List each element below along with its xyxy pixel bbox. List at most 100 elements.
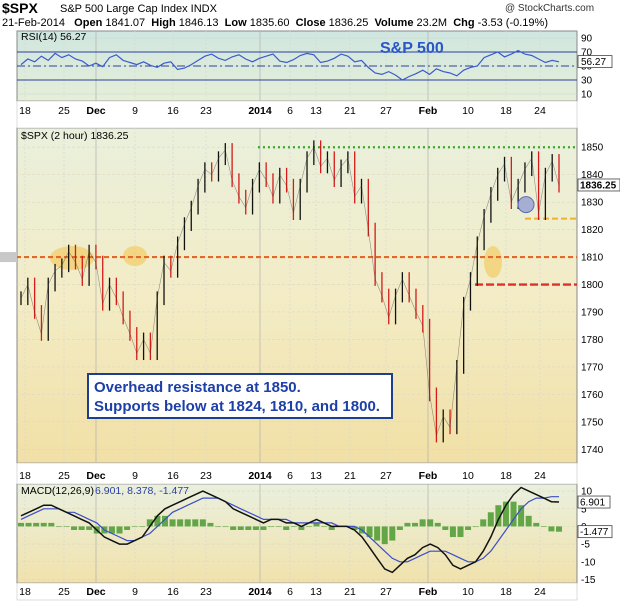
x-tick-label: 23: [200, 470, 212, 482]
macd-histogram-bar: [510, 501, 517, 527]
macd-histogram-bar: [419, 519, 426, 527]
macd-histogram-bar: [396, 526, 403, 530]
macd-histogram-bar: [18, 522, 24, 527]
rsi-tick-label: 70: [581, 48, 593, 59]
rsi-line: [20, 49, 560, 81]
macd-histogram-bar: [518, 505, 525, 527]
macd-legend-values: 6.901, 8.378, -1.477: [95, 485, 189, 497]
macd-tick-label: 10: [581, 487, 593, 498]
x-tick-label: 16: [167, 586, 179, 598]
price-tick-label: 1850: [581, 143, 604, 154]
x-tick-label: 18: [19, 105, 31, 117]
macd-histogram-bar: [260, 526, 267, 530]
macd-histogram-bar: [146, 519, 153, 527]
x-tick-label: 6: [287, 470, 293, 482]
volume-value: 23.2M: [416, 17, 448, 29]
macd-histogram-bar: [78, 526, 85, 530]
macd-histogram-bar: [245, 526, 252, 530]
highlight-zone: [123, 246, 147, 266]
x-tick-label: 10: [462, 105, 474, 117]
macd-hist-last-value: -1.477: [580, 527, 609, 538]
open-value: 1841.07: [105, 17, 146, 29]
macd-histogram-bar: [207, 522, 214, 527]
x-tick-label: 24: [534, 586, 546, 598]
x-tick-label: 16: [167, 105, 179, 117]
macd-histogram-bar: [351, 526, 358, 530]
macd-histogram-bar: [465, 526, 472, 530]
volume-label: Volume: [374, 17, 414, 29]
macd-histogram-bar: [48, 522, 55, 527]
low-label: Low: [224, 17, 247, 29]
macd-histogram-bar: [305, 526, 312, 528]
macd-histogram-bar: [33, 522, 40, 527]
price-tick-label: 1750: [581, 417, 604, 428]
x-tick-label: Dec: [86, 470, 105, 482]
x-tick-label: 2014: [248, 586, 272, 598]
macd-histogram-bar: [389, 526, 396, 541]
macd-histogram-bar: [86, 526, 93, 530]
macd-histogram-bar: [404, 522, 411, 527]
price-legend: $SPX (2 hour) 1836.25: [21, 130, 129, 142]
rsi-legend: RSI(14) 56.27: [21, 31, 87, 43]
x-tick-label: 6: [287, 105, 293, 117]
macd-tick-label: -15: [581, 575, 596, 586]
x-tick-label: 9: [132, 586, 138, 598]
x-tick-label: 13: [310, 105, 322, 117]
macd-histogram-bar: [366, 526, 373, 538]
quote-line: 21-Feb-2014 Open 1841.07 High 1846.13 Lo…: [2, 17, 548, 29]
x-tick-label: 13: [310, 586, 322, 598]
price-tick-label: 1840: [581, 170, 604, 181]
macd-histogram-bar: [487, 512, 494, 527]
x-tick-label: 25: [58, 105, 70, 117]
open-label: Open: [74, 17, 103, 29]
macd-last-value: 6.901: [580, 498, 605, 509]
macd-histogram-bar: [427, 519, 434, 527]
axis-labels: 18 18 18 25 25 25 Dec Dec Dec 9 9 9 16 16 16 23 23 23 2014…: [19, 31, 620, 598]
macd-histogram-bar: [495, 505, 502, 527]
macd-histogram-bar: [472, 526, 479, 528]
x-axis-strip: [16, 462, 578, 485]
macd-histogram-bar: [71, 526, 78, 530]
price-tick-label: 1790: [581, 307, 604, 318]
x-tick-label: 24: [534, 470, 546, 482]
x-tick-label: Feb: [419, 470, 438, 482]
macd-histogram-bar: [215, 526, 222, 528]
price-tick-label: 1830: [581, 198, 604, 209]
macd-histogram-bar: [374, 526, 381, 541]
macd-histogram-bar: [556, 526, 562, 532]
x-tick-label: 23: [200, 586, 212, 598]
macd-tick-label: 5: [581, 504, 587, 515]
macd-histogram-bar: [328, 526, 335, 530]
macd-histogram-bar: [116, 526, 123, 534]
price-last-value-box: [577, 178, 620, 192]
stockcharts-logo[interactable]: @ StockCharts.com: [505, 3, 595, 14]
close-value: 1836.25: [328, 17, 369, 29]
macd-histogram-bar: [442, 526, 449, 530]
x-tick-label: Feb: [419, 586, 438, 598]
price-tick-label: 1800: [581, 280, 604, 291]
macd-histogram-bar: [252, 526, 259, 530]
macd-tick-label: -10: [581, 557, 596, 568]
x-tick-label: 6: [287, 586, 293, 598]
x-tick-label: 18: [500, 470, 512, 482]
x-tick-label: 27: [380, 105, 392, 117]
x-tick-label: 18: [19, 470, 31, 482]
macd-last-value-box: [577, 495, 611, 509]
chart-marks: [0, 49, 577, 574]
x-tick-label: Dec: [86, 586, 105, 598]
price-tick-label: 1820: [581, 225, 604, 236]
macd-histogram-bar: [124, 526, 131, 530]
macd-histogram-bar: [268, 526, 275, 528]
x-tick-label: 2014: [248, 470, 272, 482]
x-tick-label: 27: [380, 586, 392, 598]
macd-histogram-bar: [321, 526, 328, 528]
chart-description: S&P 500 Large Cap Index INDX: [60, 3, 217, 15]
macd-histogram-bar: [525, 515, 532, 527]
macd-histogram-bar: [502, 501, 509, 527]
x-tick-label: 10: [462, 470, 474, 482]
macd-signal-line: [20, 496, 559, 563]
annotation-line-1: Overhead resistance at 1850.: [94, 379, 301, 396]
close-label: Close: [295, 17, 326, 29]
x-tick-label: Dec: [86, 105, 105, 117]
